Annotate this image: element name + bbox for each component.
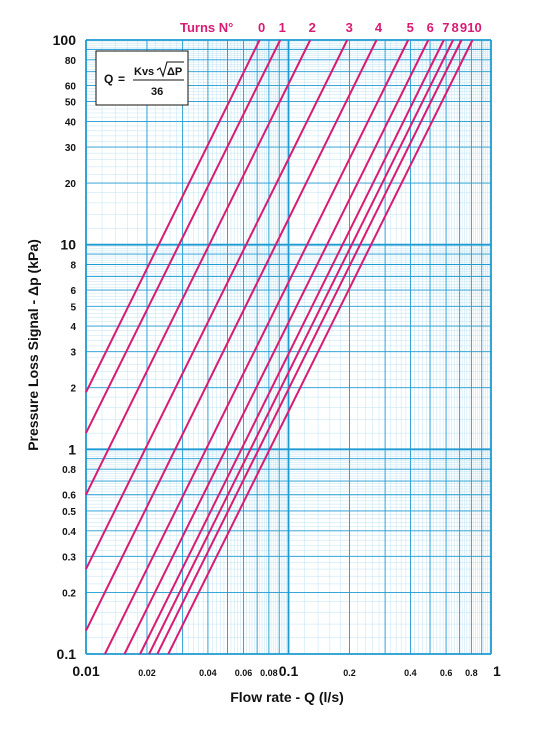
turns-header: Turns N° [180,20,233,35]
y-tick-label: 4 [70,322,76,333]
y-tick-label: 50 [65,98,77,109]
turn-label-10: 10 [467,20,481,35]
curve-turn-7 [139,39,445,655]
formula-box: Q = Kvs ΔP 36 [95,50,189,106]
sqrt-sign-icon [156,61,184,78]
y-tick-label: 0.5 [62,507,76,518]
y-tick-label: 30 [65,143,77,154]
turn-label-4: 4 [375,20,383,35]
x-tick-label: 0.6 [440,668,453,678]
y-tick-label: 6 [70,286,76,297]
curve-turn-10 [167,39,474,655]
curve-turn-6 [123,39,430,655]
y-tick-label: 0.8 [62,465,76,476]
x-tick-label: 0.04 [199,668,217,678]
x-axis-title: Flow rate - Q (l/s) [230,689,344,705]
y-tick-label: 0.2 [62,588,76,599]
y-tick-label: 100 [53,32,77,48]
turn-label-6: 6 [427,20,434,35]
formula-kvs: Kvs [134,66,154,78]
turn-label-7: 7 [442,20,449,35]
x-tick-label: 0.06 [235,668,253,678]
turn-label-2: 2 [309,20,316,35]
curve-turn-9 [156,39,463,655]
y-tick-label: 10 [60,237,76,253]
curve-turn-4 [85,39,378,632]
x-tick-labels: 0.01 0.02 0.04 0.06 0.08 0.1 0.2 0.4 0.6 0.8 1 [72,663,501,679]
curve-turn-1 [85,39,282,434]
y-tick-label: 1 [68,441,76,457]
x-tick-label: 0.02 [138,668,156,678]
turn-curves [85,39,474,655]
curve-turn-5 [104,39,410,655]
y-tick-label: 8 [70,261,76,272]
major-grid [85,39,492,655]
y-tick-label: 5 [70,302,76,313]
turn-label-5: 5 [407,20,414,35]
x-tick-label: 0.2 [343,668,356,678]
x-tick-label: 0.08 [260,668,278,678]
curve-turn-2 [85,39,312,496]
turn-label-0: 0 [258,20,265,35]
y-tick-label: 0.4 [62,527,76,538]
y-tick-label: 40 [65,117,77,128]
x-tick-label: 0.01 [72,663,99,679]
y-tick-label: 0.6 [62,491,76,502]
formula-dp: ΔP [167,66,182,78]
y-tick-label: 0.1 [57,646,77,662]
x-tick-label: 1 [493,663,501,679]
formula-lhs: Q [104,72,113,86]
x-tick-label: 0.8 [465,668,478,678]
formula-denominator: 36 [151,86,163,98]
x-tick-label: 0.1 [279,663,299,679]
x-tick-label: 0.4 [404,668,417,678]
turn-label-3: 3 [346,20,353,35]
y-axis-title: Pressure Loss Signal - Δp (kPa) [25,239,41,451]
turn-label-1: 1 [279,20,286,35]
turn-label-8: 8 [451,20,458,35]
y-tick-labels: 0.1 0.2 0.3 0.4 0.5 0.6 0.8 1 2 3 4 5 6 8 10 20 30 40 50 60… [53,32,77,662]
y-tick-label: 60 [65,81,77,92]
curve-turn-3 [85,39,349,570]
curve-turn-8 [148,39,454,655]
y-tick-label: 20 [65,179,77,190]
turn-label-9: 9 [460,20,467,35]
curve-turn-0 [85,39,261,393]
y-tick-label: 0.3 [62,552,76,563]
y-tick-label: 2 [70,384,76,395]
turn-labels: 0 1 2 3 4 5 6 7 8 9 10 [258,20,482,35]
y-tick-label: 80 [65,56,77,67]
formula-equals: = [118,72,125,86]
y-tick-label: 3 [70,348,76,359]
